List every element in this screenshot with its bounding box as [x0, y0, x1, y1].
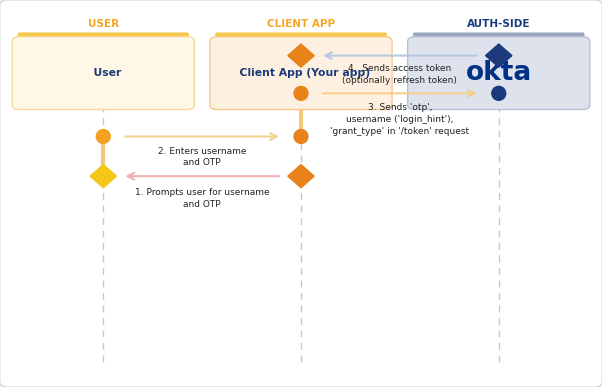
Ellipse shape [294, 86, 308, 100]
FancyBboxPatch shape [413, 33, 585, 43]
Text: User: User [85, 68, 121, 78]
FancyBboxPatch shape [408, 37, 590, 110]
FancyBboxPatch shape [17, 33, 189, 43]
Text: 2. Enters username
and OTP: 2. Enters username and OTP [158, 147, 246, 167]
Text: 1. Prompts user for username
and OTP: 1. Prompts user for username and OTP [135, 188, 270, 209]
Ellipse shape [492, 86, 506, 100]
Text: 4.  Sends access token
(optionally refresh token): 4. Sends access token (optionally refres… [343, 65, 458, 85]
Text: Client App (Your app): Client App (Your app) [232, 68, 370, 78]
Ellipse shape [294, 130, 308, 144]
Polygon shape [288, 164, 314, 188]
Polygon shape [486, 44, 512, 67]
FancyBboxPatch shape [210, 37, 392, 110]
Text: okta: okta [465, 60, 532, 86]
Polygon shape [90, 164, 116, 188]
Text: USER: USER [88, 19, 119, 29]
FancyBboxPatch shape [12, 37, 194, 110]
Ellipse shape [96, 130, 110, 144]
Text: AUTH-SIDE: AUTH-SIDE [467, 19, 530, 29]
FancyBboxPatch shape [216, 33, 386, 43]
Text: CLIENT APP: CLIENT APP [267, 19, 335, 29]
Polygon shape [288, 44, 314, 67]
Text: 3. Sends 'otp',
username ('login_hint'),
'grant_type' in '/token' request: 3. Sends 'otp', username ('login_hint'),… [330, 103, 470, 136]
